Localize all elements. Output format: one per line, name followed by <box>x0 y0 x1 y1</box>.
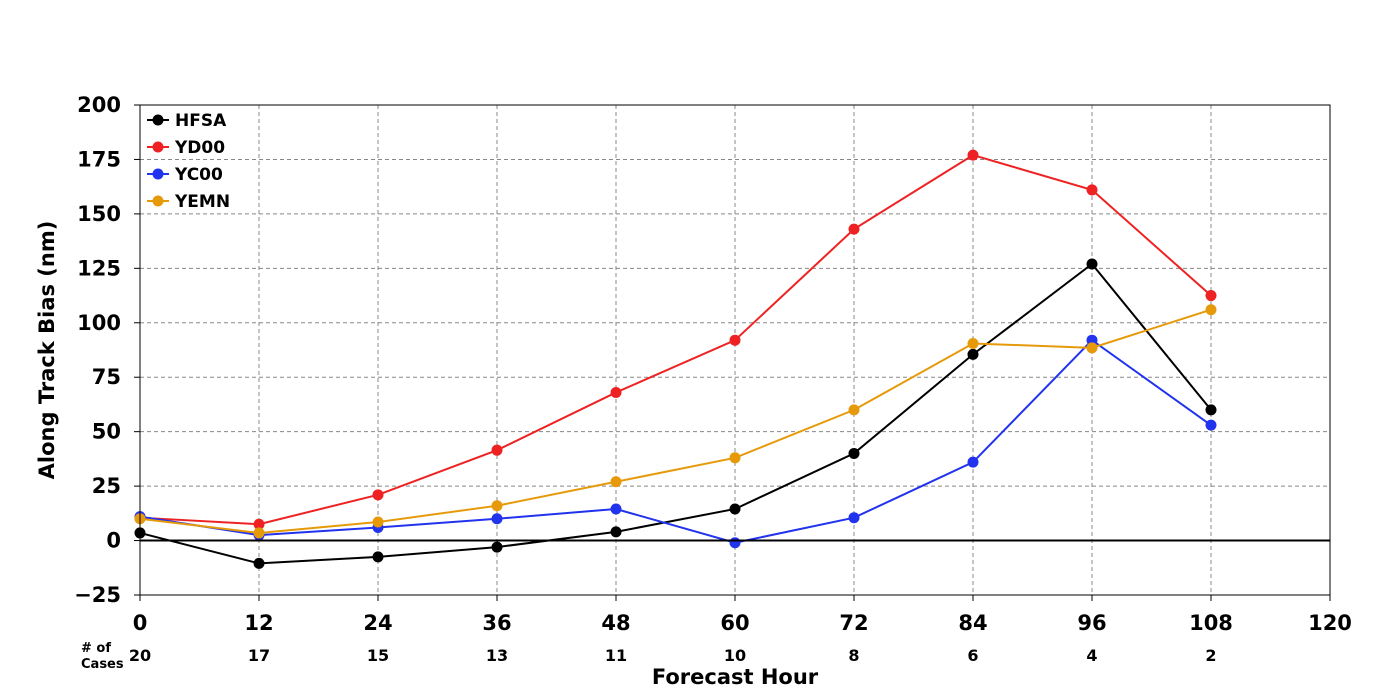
legend-item-yd00: YD00 <box>147 138 225 158</box>
data-point <box>491 541 503 553</box>
legend-marker <box>152 114 164 126</box>
case-count: 6 <box>967 646 978 665</box>
data-point <box>610 503 622 515</box>
data-point <box>372 489 384 501</box>
legend-marker <box>152 141 164 153</box>
x-tick-label: 24 <box>363 611 392 635</box>
data-point <box>848 447 860 459</box>
data-point <box>1205 304 1217 316</box>
legend-label: HFSA <box>175 111 227 131</box>
data-point <box>1205 290 1217 302</box>
data-point <box>729 537 741 549</box>
cases-header-line1: # of <box>81 641 111 656</box>
series-yemn <box>134 304 1217 539</box>
x-tick-label: 60 <box>720 611 749 635</box>
data-point <box>372 551 384 563</box>
data-point <box>372 516 384 528</box>
legend: HFSA YD00 YC00 YEMN <box>147 111 230 212</box>
legend-label: YC00 <box>174 165 223 185</box>
x-axis-ticks: 0 12 24 36 48 60 72 84 96 108 120 <box>133 595 1352 635</box>
y-tick-label: 25 <box>92 474 121 498</box>
x-tick-label: 48 <box>601 611 630 635</box>
data-point <box>967 348 979 360</box>
x-tick-label: 72 <box>839 611 868 635</box>
cases-header-line2: Cases <box>81 657 124 672</box>
case-counts: # of Cases 20 17 15 13 11 10 8 6 4 2 <box>81 641 1217 672</box>
series-line <box>139 338 1212 544</box>
y-tick-label: 50 <box>92 420 121 444</box>
data-point <box>1086 342 1098 354</box>
series-hfsa <box>134 258 1217 569</box>
case-count: 8 <box>848 646 859 665</box>
x-tick-label: 108 <box>1189 611 1233 635</box>
data-point <box>253 518 265 530</box>
y-axis-ticks: −25 0 25 50 75 100 125 150 175 200 <box>74 93 140 607</box>
legend-item-yemn: YEMN <box>147 192 230 212</box>
case-count: 20 <box>129 646 151 665</box>
data-point <box>967 456 979 468</box>
data-point <box>253 527 265 539</box>
data-point <box>848 512 860 524</box>
case-count: 15 <box>367 646 389 665</box>
y-tick-label: 150 <box>77 202 121 226</box>
data-point <box>1086 258 1098 270</box>
legend-marker <box>152 195 164 207</box>
data-point <box>1086 334 1098 346</box>
data-point <box>253 557 265 569</box>
y-tick-label: 75 <box>92 365 121 389</box>
data-point <box>729 334 741 346</box>
data-point <box>729 452 741 464</box>
case-count: 2 <box>1205 646 1216 665</box>
data-point <box>491 513 503 525</box>
legend-item-hfsa: HFSA <box>147 111 227 131</box>
data-point <box>1205 419 1217 431</box>
x-axis-label: Forecast Hour <box>652 665 819 689</box>
series-yd00 <box>134 149 1217 530</box>
x-tick-label: 0 <box>133 611 148 635</box>
x-tick-label: 96 <box>1077 611 1106 635</box>
x-tick-label: 84 <box>958 611 987 635</box>
series-line <box>139 154 1212 526</box>
y-tick-label: 200 <box>77 93 121 117</box>
x-tick-label: 120 <box>1308 611 1352 635</box>
series-line <box>139 308 1212 534</box>
case-count: 10 <box>724 646 746 665</box>
y-tick-label: 100 <box>77 311 121 335</box>
data-point <box>610 386 622 398</box>
y-tick-label: 125 <box>77 256 121 280</box>
x-tick-label: 12 <box>244 611 273 635</box>
data-point <box>1205 404 1217 416</box>
data-point <box>848 223 860 235</box>
case-count: 4 <box>1086 646 1097 665</box>
y-tick-label: 175 <box>77 147 121 171</box>
data-point <box>729 503 741 515</box>
series <box>134 149 1217 569</box>
y-axis-label: Along Track Bias (nm) <box>35 221 59 480</box>
data-point <box>967 337 979 349</box>
x-tick-label: 36 <box>482 611 511 635</box>
data-point <box>967 149 979 161</box>
data-point <box>848 404 860 416</box>
y-tick-label: 0 <box>106 529 121 553</box>
data-point <box>610 526 622 538</box>
series-line <box>139 262 1212 565</box>
case-count: 11 <box>605 646 627 665</box>
legend-label: YEMN <box>174 192 230 212</box>
case-count: 17 <box>248 646 270 665</box>
data-point <box>491 444 503 456</box>
legend-marker <box>152 168 164 180</box>
plot-frame <box>139 104 1331 596</box>
data-point <box>1086 184 1098 196</box>
data-point <box>491 500 503 512</box>
data-point <box>610 476 622 488</box>
legend-label: YD00 <box>174 138 225 158</box>
grid <box>140 105 1330 595</box>
legend-item-yc00: YC00 <box>147 165 223 185</box>
case-count: 13 <box>486 646 508 665</box>
y-tick-label: −25 <box>74 583 121 607</box>
